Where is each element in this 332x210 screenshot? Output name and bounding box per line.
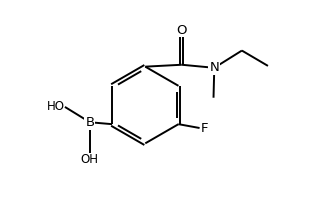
Text: F: F: [201, 122, 208, 134]
Text: O: O: [176, 24, 187, 37]
Text: B: B: [85, 116, 94, 129]
Text: HO: HO: [47, 100, 65, 113]
Text: N: N: [209, 61, 219, 74]
Text: OH: OH: [81, 153, 99, 166]
